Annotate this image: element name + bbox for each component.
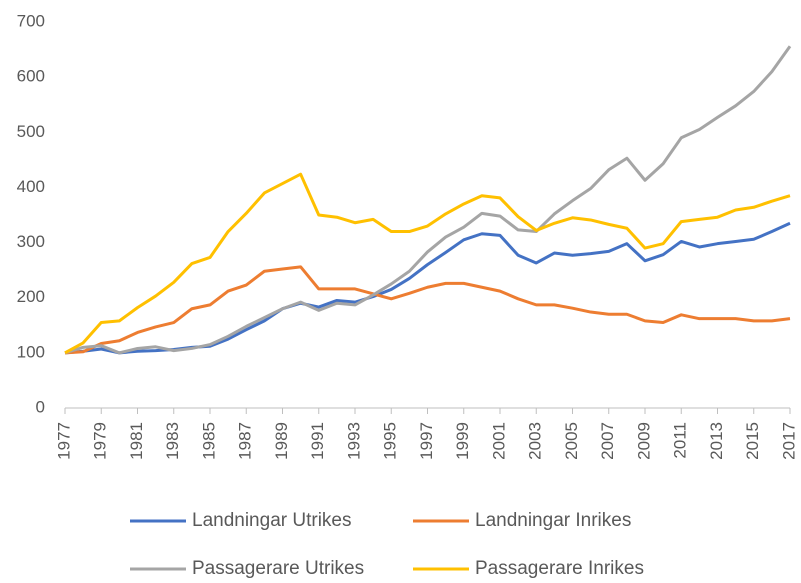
x-tick-label: 1985 — [199, 422, 218, 460]
y-tick-label: 700 — [17, 11, 45, 30]
y-tick-label: 300 — [17, 232, 45, 251]
x-tick-label: 2001 — [489, 422, 508, 460]
legend-label: Landningar Utrikes — [192, 510, 351, 531]
x-tick-label: 2013 — [707, 422, 726, 460]
x-tick-label: 2017 — [779, 422, 798, 460]
y-tick-label: 400 — [17, 177, 45, 196]
x-tick-label: 2005 — [562, 422, 581, 460]
legend-label: Passagerare Inrikes — [475, 558, 644, 579]
x-tick-label: 2011 — [671, 422, 690, 459]
series-line — [64, 265, 791, 355]
x-tick-label: 1989 — [272, 422, 291, 460]
x-tick-label: 2007 — [598, 422, 617, 460]
x-tick-label: 2015 — [743, 422, 762, 460]
x-tick-label: 1995 — [381, 422, 400, 460]
series-line — [64, 172, 791, 355]
x-tick-label: 1977 — [54, 422, 73, 460]
x-tick-label: 1991 — [308, 422, 327, 460]
y-tick-label: 600 — [17, 67, 45, 86]
x-tick-label: 1999 — [453, 422, 472, 460]
x-tick-label: 1997 — [417, 422, 436, 460]
y-tick-label: 500 — [17, 122, 45, 141]
legend-label: Passagerare Utrikes — [192, 558, 364, 579]
x-tick-label: 2003 — [526, 422, 545, 460]
y-tick-label: 200 — [17, 287, 45, 306]
y-tick-label: 100 — [17, 342, 45, 361]
x-tick-label: 2009 — [634, 422, 653, 460]
x-tick-label: 1983 — [163, 422, 182, 460]
series-line — [64, 45, 792, 355]
y-tick-label: 0 — [36, 397, 45, 416]
x-tick-label: 1979 — [91, 422, 110, 460]
legend-label: Landningar Inrikes — [475, 510, 631, 531]
x-tick-label: 1993 — [344, 422, 363, 460]
x-tick-label: 1987 — [236, 422, 255, 460]
x-tick-label: 1981 — [127, 422, 146, 460]
